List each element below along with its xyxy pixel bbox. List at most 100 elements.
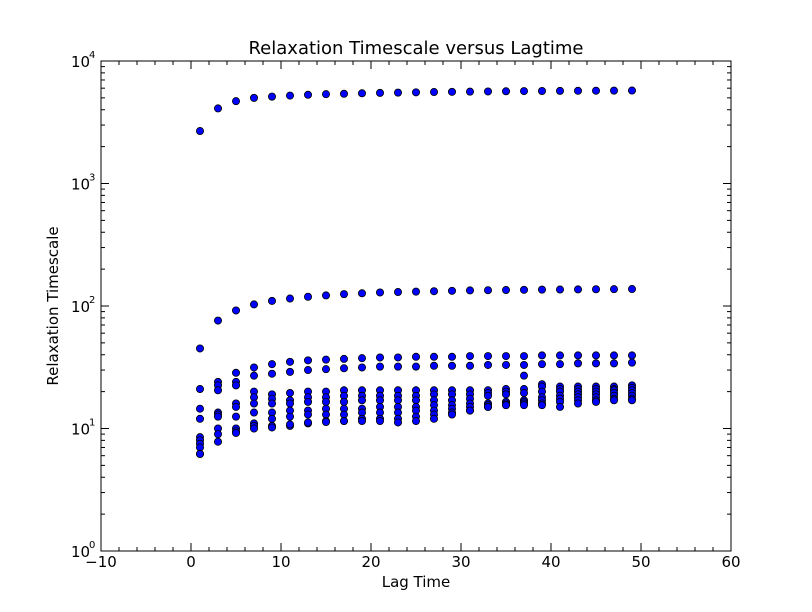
data-point bbox=[465, 361, 474, 370]
data-point bbox=[501, 401, 510, 410]
data-point bbox=[556, 285, 565, 294]
data-point bbox=[357, 289, 366, 298]
data-point bbox=[447, 410, 456, 419]
data-point bbox=[501, 286, 510, 295]
data-point bbox=[303, 356, 312, 365]
data-point bbox=[249, 399, 258, 408]
y-tick-exponent: 2 bbox=[89, 295, 95, 306]
data-point bbox=[231, 97, 240, 106]
data-point bbox=[465, 406, 474, 415]
data-point bbox=[267, 296, 276, 305]
data-point bbox=[285, 294, 294, 303]
data-point bbox=[483, 352, 492, 361]
data-point bbox=[375, 417, 384, 426]
data-point bbox=[393, 88, 402, 97]
data-point bbox=[213, 104, 222, 113]
data-point bbox=[429, 352, 438, 361]
data-point bbox=[285, 412, 294, 421]
data-point bbox=[285, 388, 294, 397]
data-point bbox=[556, 351, 565, 360]
data-point bbox=[538, 360, 547, 369]
x-tick-label: 60 bbox=[721, 553, 740, 571]
data-point bbox=[213, 430, 222, 439]
x-tick-label: 50 bbox=[631, 553, 650, 571]
data-point bbox=[303, 418, 312, 427]
data-point bbox=[483, 87, 492, 96]
data-point bbox=[375, 353, 384, 362]
data-point bbox=[321, 291, 330, 300]
data-point bbox=[483, 360, 492, 369]
data-point bbox=[411, 396, 420, 405]
y-tick-exponent: 4 bbox=[89, 50, 95, 61]
y-axis-label: Relaxation Timescale bbox=[44, 226, 62, 385]
y-tick-label: 10 bbox=[71, 543, 90, 561]
data-point bbox=[231, 368, 240, 377]
data-point bbox=[465, 352, 474, 361]
y-tick-label: 10 bbox=[71, 53, 90, 71]
data-point bbox=[249, 300, 258, 309]
data-point bbox=[249, 408, 258, 417]
data-point bbox=[501, 360, 510, 369]
data-point bbox=[556, 360, 565, 369]
data-point bbox=[628, 396, 637, 405]
data-point bbox=[592, 397, 601, 406]
data-point bbox=[213, 316, 222, 325]
data-point bbox=[501, 87, 510, 96]
data-point bbox=[610, 351, 619, 360]
data-point bbox=[285, 357, 294, 366]
data-point bbox=[267, 360, 276, 369]
data-point bbox=[429, 88, 438, 97]
data-point bbox=[411, 362, 420, 371]
data-point bbox=[610, 396, 619, 405]
data-point bbox=[574, 359, 583, 368]
data-point bbox=[195, 127, 204, 136]
data-point bbox=[610, 359, 619, 368]
data-point bbox=[592, 351, 601, 360]
data-point bbox=[447, 361, 456, 370]
data-point bbox=[339, 364, 348, 373]
data-point bbox=[411, 287, 420, 296]
data-point bbox=[393, 418, 402, 427]
data-point bbox=[520, 388, 529, 397]
data-point bbox=[411, 352, 420, 361]
x-tick-label: 10 bbox=[271, 553, 290, 571]
data-point bbox=[393, 353, 402, 362]
data-point bbox=[628, 285, 637, 294]
data-point bbox=[411, 88, 420, 97]
data-point bbox=[231, 381, 240, 390]
data-point bbox=[357, 354, 366, 363]
data-point bbox=[520, 285, 529, 294]
data-point bbox=[574, 351, 583, 360]
data-point bbox=[574, 399, 583, 408]
data-point bbox=[592, 285, 601, 294]
data-point bbox=[429, 361, 438, 370]
data-point bbox=[520, 352, 529, 361]
data-point bbox=[574, 86, 583, 95]
data-point bbox=[213, 412, 222, 421]
data-point bbox=[321, 90, 330, 99]
data-point bbox=[483, 391, 492, 400]
data-point bbox=[249, 93, 258, 102]
data-point bbox=[393, 362, 402, 371]
data-point bbox=[339, 290, 348, 299]
y-tick-label: 10 bbox=[71, 176, 90, 194]
data-point bbox=[303, 410, 312, 419]
data-point bbox=[285, 399, 294, 408]
data-point bbox=[267, 423, 276, 432]
data-point bbox=[303, 366, 312, 375]
data-point bbox=[429, 287, 438, 296]
data-point bbox=[339, 417, 348, 426]
data-point bbox=[357, 89, 366, 98]
data-point bbox=[249, 363, 258, 372]
data-point bbox=[375, 88, 384, 97]
data-point bbox=[231, 412, 240, 421]
data-point bbox=[267, 92, 276, 101]
data-point bbox=[411, 417, 420, 426]
data-point bbox=[231, 306, 240, 315]
data-point bbox=[303, 292, 312, 301]
data-point bbox=[339, 410, 348, 419]
data-point bbox=[538, 401, 547, 410]
